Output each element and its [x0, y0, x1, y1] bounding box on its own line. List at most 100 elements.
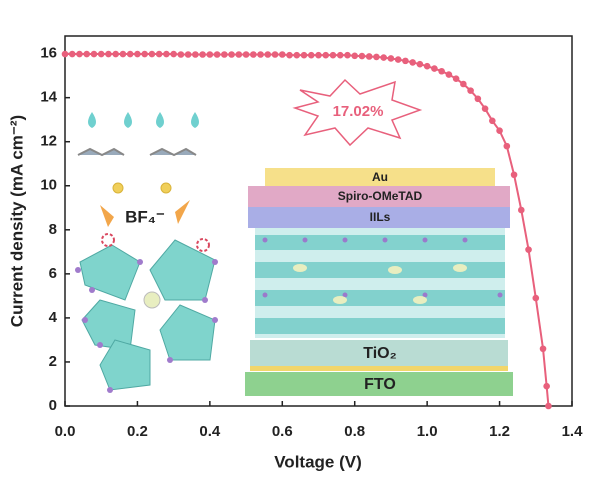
data-point — [155, 50, 163, 58]
y-tick-label: 10 — [40, 177, 57, 194]
data-point — [467, 87, 474, 94]
decoration — [250, 340, 508, 366]
y-tick-label: 2 — [49, 353, 57, 370]
decoration — [88, 112, 199, 128]
decoration — [262, 237, 503, 298]
data-point — [489, 117, 496, 125]
data-point — [344, 51, 351, 59]
data-point — [141, 50, 148, 58]
data-point — [329, 51, 337, 59]
starburst — [292, 78, 423, 147]
decoration — [156, 112, 164, 128]
decoration — [112, 182, 172, 194]
decoration — [255, 235, 505, 250]
data-point — [126, 50, 134, 58]
decoration — [255, 318, 505, 334]
data-point — [510, 171, 518, 179]
data-point — [119, 50, 127, 58]
decoration — [79, 239, 216, 391]
data-point — [61, 50, 69, 58]
data-point — [286, 51, 293, 59]
decoration — [255, 262, 505, 278]
data-point — [387, 55, 395, 62]
decoration — [255, 235, 505, 334]
x-tick-label: 1.2 — [489, 423, 510, 440]
data-point — [460, 80, 467, 88]
decoration — [196, 238, 210, 252]
y-tick-label: 8 — [49, 221, 57, 238]
decoration — [149, 239, 216, 301]
data-point — [300, 51, 308, 59]
data-point — [293, 51, 301, 59]
decoration — [99, 339, 151, 391]
annotation: 17.02% — [333, 103, 384, 120]
data-point — [90, 50, 98, 58]
y-tick-label: 4 — [49, 309, 58, 326]
data-point — [438, 67, 445, 75]
data-point — [431, 65, 438, 72]
decoration — [107, 387, 113, 393]
decoration — [293, 264, 467, 304]
decoration — [262, 292, 268, 298]
data-point — [543, 382, 550, 390]
y-axis-title: Current density (mA cm⁻²) — [7, 115, 26, 327]
data-point — [532, 294, 540, 302]
decoration — [302, 237, 308, 243]
decoration — [265, 168, 495, 186]
x-tick-label: 0.0 — [55, 423, 76, 440]
data-point — [213, 51, 221, 58]
data-point — [235, 51, 243, 58]
decoration — [382, 237, 388, 243]
data-point — [271, 51, 279, 58]
data-point — [184, 51, 192, 58]
data-point — [221, 51, 228, 58]
decoration — [497, 292, 503, 298]
data-point — [365, 53, 373, 60]
annotation: FTO — [364, 376, 396, 393]
decoration — [250, 366, 508, 371]
data-point — [481, 105, 489, 112]
y-tick-label: 6 — [49, 265, 57, 282]
data-point — [97, 50, 105, 58]
x-tick-label: 1.4 — [562, 423, 584, 440]
data-point — [206, 51, 214, 58]
decoration — [422, 237, 428, 243]
data-point — [163, 50, 170, 58]
decoration — [175, 200, 190, 224]
data-point — [199, 51, 206, 58]
annotation: Spiro-OMeTAD — [338, 189, 423, 203]
data-point — [228, 51, 235, 58]
decoration — [462, 237, 468, 243]
decoration — [342, 237, 348, 243]
decoration — [333, 296, 347, 304]
data-point — [148, 50, 156, 58]
decoration — [97, 342, 103, 348]
decoration — [413, 296, 427, 304]
data-point — [134, 50, 141, 58]
decoration — [149, 147, 197, 157]
decoration — [422, 292, 428, 298]
x-tick-label: 0.8 — [344, 423, 365, 440]
data-point — [545, 402, 552, 410]
data-point — [257, 51, 264, 58]
decoration — [79, 244, 141, 301]
data-point — [518, 206, 525, 214]
data-point — [445, 71, 453, 78]
y-tick-label: 14 — [40, 89, 57, 106]
data-point — [177, 51, 185, 58]
x-tick-label: 0.4 — [199, 423, 221, 440]
decoration — [202, 297, 208, 303]
data-point — [76, 50, 83, 58]
data-point — [83, 50, 91, 58]
data-point — [496, 127, 503, 135]
annotation: BF₄⁻ — [125, 207, 165, 226]
decoration — [81, 299, 136, 351]
decoration — [82, 317, 88, 323]
decoration — [388, 266, 402, 274]
decoration — [191, 112, 199, 128]
decoration — [124, 112, 132, 128]
decoration — [245, 372, 513, 396]
y-tick-label: 16 — [40, 45, 57, 62]
data-point — [373, 53, 380, 61]
